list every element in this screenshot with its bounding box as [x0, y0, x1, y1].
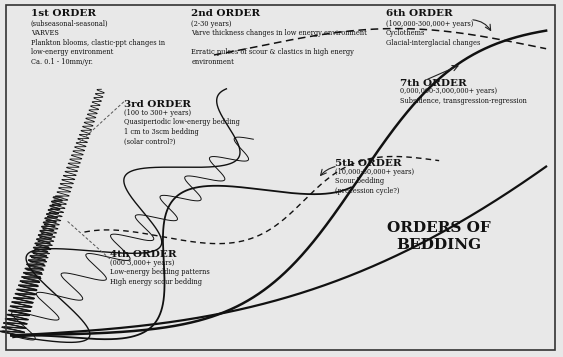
Text: 1st ORDER: 1st ORDER: [31, 9, 96, 18]
Text: 4th ORDER: 4th ORDER: [110, 250, 176, 259]
Text: (10,000-30,000+ years)
Scour bedding
(precession cycle?): (10,000-30,000+ years) Scour bedding (pr…: [335, 168, 414, 195]
Text: ORDERS OF
BEDDING: ORDERS OF BEDDING: [387, 221, 491, 252]
Text: (000 3,000+ years)
Low-energy bedding patterns
High energy scour bedding: (000 3,000+ years) Low-energy bedding pa…: [110, 259, 209, 286]
Text: 6th ORDER: 6th ORDER: [386, 9, 453, 18]
Text: (100,000-300,000+ years)
Cyclothems
Glacial-interglacial changes: (100,000-300,000+ years) Cyclothems Glac…: [386, 20, 480, 47]
Text: 2nd ORDER: 2nd ORDER: [191, 9, 261, 18]
Text: 0,000,000-3,000,000+ years)
Subsidence, transgression-regression: 0,000,000-3,000,000+ years) Subsidence, …: [400, 87, 526, 105]
Text: 3rd ORDER: 3rd ORDER: [124, 100, 191, 109]
Text: 7th ORDER: 7th ORDER: [400, 79, 467, 87]
Text: (100 to 300+ years)
Quasiperiodic low-energy bedding
1 cm to 3scm bedding
(solar: (100 to 300+ years) Quasiperiodic low-en…: [124, 109, 240, 145]
Text: 5th ORDER: 5th ORDER: [335, 159, 401, 168]
Text: (subseasonal-seasonal)
VARVES
Plankton blooms, clastic-ppt changes in
low-energy: (subseasonal-seasonal) VARVES Plankton b…: [31, 20, 165, 66]
Text: (2-30 years)
Varve thickness changes in low energy environment

Erratic pulses o: (2-30 years) Varve thickness changes in …: [191, 20, 367, 66]
